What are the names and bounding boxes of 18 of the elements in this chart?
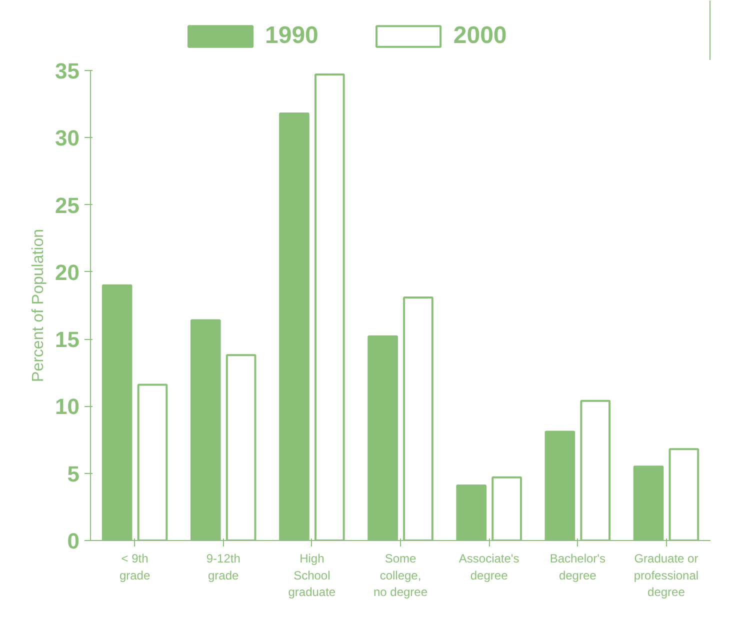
y-tick-label: 35 xyxy=(55,58,80,84)
y-tick-label: 20 xyxy=(55,260,80,285)
y-tick-label: 0 xyxy=(67,528,80,554)
x-tick-label: < 9th grade xyxy=(119,552,150,582)
y-tick-label: 30 xyxy=(55,126,80,151)
y-tick-label: 15 xyxy=(55,327,80,352)
legend-label: 2000 xyxy=(453,22,507,50)
y-tick-label: 10 xyxy=(55,394,80,420)
x-tick-label: High School graduate xyxy=(288,552,336,600)
legend-label: 1990 xyxy=(265,22,318,50)
x-tick-label: Graduate or professional degree xyxy=(634,552,699,600)
y-tick-label: 5 xyxy=(67,461,80,486)
y-tick-label: 25 xyxy=(55,192,80,218)
x-tick-label: Bachelor's degree xyxy=(550,552,606,582)
x-tick-label: 9-12th grade xyxy=(206,552,240,582)
x-tick-label: Some college, no degree xyxy=(373,552,428,600)
y-axis-title: Percent of Population xyxy=(30,228,48,382)
x-tick-label: Associate's degree xyxy=(458,552,520,582)
